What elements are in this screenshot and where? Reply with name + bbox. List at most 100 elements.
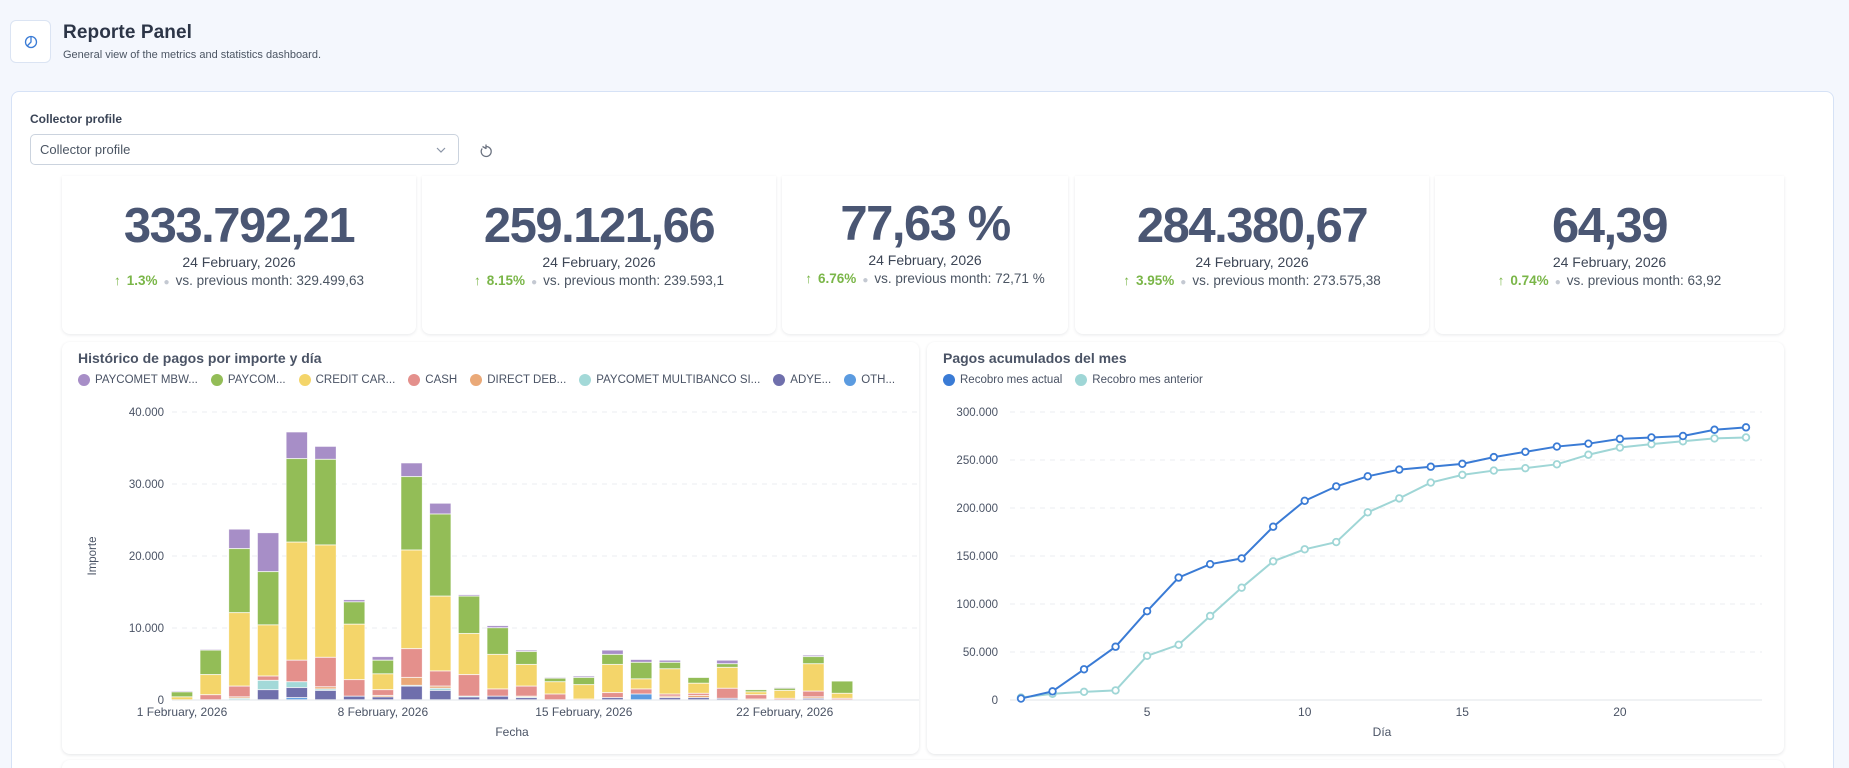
bar-segment <box>716 667 739 689</box>
legend-item[interactable]: Recobro mes actual <box>943 374 1062 386</box>
kpi-date: 24 February, 2026 <box>542 254 656 270</box>
legend-item[interactable]: PAYCOM... <box>210 374 286 386</box>
y-tick-label: 40.000 <box>129 407 164 419</box>
y-tick-label: 300.000 <box>956 407 998 419</box>
kpi-comparison: vs. previous month: 72,71 % <box>874 271 1045 286</box>
bar-segment <box>314 686 337 690</box>
x-tick-label: 22 February, 2026 <box>736 705 833 719</box>
series-line <box>1020 436 1747 699</box>
data-point <box>1111 686 1120 695</box>
bar-segment <box>400 462 423 477</box>
refresh-icon[interactable] <box>477 142 495 160</box>
bar-segment <box>171 691 193 697</box>
bar-segment <box>400 685 423 687</box>
separator-dot: ● <box>163 277 170 288</box>
bar-segment <box>802 696 825 699</box>
arrow-up-icon: ↑ <box>1123 273 1131 288</box>
bar-segment <box>515 696 538 698</box>
legend-item[interactable]: CREDIT CAR... <box>298 374 395 386</box>
bar-segment <box>314 459 337 545</box>
stacked-bar-chart: 0 10.000 20.000 30.000 40.000 Importe 1 Februa… <box>87 407 919 739</box>
bar-segment <box>601 650 624 655</box>
legend-label: PAYCOM... <box>227 374 286 386</box>
bar-segment <box>486 688 509 697</box>
bar-segment <box>257 675 279 681</box>
bar-segment <box>314 690 337 700</box>
legend-item[interactable]: ADYE... <box>773 374 831 386</box>
bar-segment <box>372 656 394 661</box>
y-tick-label: 0 <box>158 695 164 707</box>
cumulative-payments-chart-card: Pagos acumulados del mes Recobro mes act… <box>927 342 1784 754</box>
bar-segment <box>228 686 251 697</box>
data-point <box>1647 433 1656 442</box>
bar-segment <box>659 696 681 698</box>
bar-segment <box>228 529 251 549</box>
y-tick-label: 30.000 <box>129 479 164 491</box>
bar-segment <box>458 633 480 675</box>
data-point <box>1142 651 1152 661</box>
legend-item[interactable]: PAYCOMET MULTIBANCO SI... <box>579 374 760 386</box>
legend-item[interactable]: DIRECT DEB... <box>470 374 566 386</box>
bar-segment <box>659 697 681 700</box>
kpi-change: 3.95% <box>1136 273 1175 288</box>
kpi-card: 333.792,21 24 February, 2026 ↑ 1.3% ● vs. p… <box>62 176 416 334</box>
legend-label: CASH <box>425 374 458 386</box>
bar-segment <box>372 689 394 696</box>
arrow-up-icon: ↑ <box>805 271 813 286</box>
bar-segment <box>257 532 279 572</box>
data-point <box>1584 450 1593 459</box>
bar-segment <box>400 648 423 678</box>
data-point <box>1521 463 1530 473</box>
bar-segment <box>630 659 653 663</box>
data-point <box>1079 687 1089 697</box>
bar-segment <box>286 458 308 543</box>
data-point <box>1615 443 1625 452</box>
legend-item[interactable]: CASH <box>408 374 457 386</box>
data-point <box>1142 607 1152 616</box>
legend-item[interactable]: Recobro mes anterior <box>1075 374 1203 386</box>
x-tick-label: 20 <box>1613 705 1627 719</box>
bar-segment <box>687 693 710 696</box>
bar-segment <box>630 662 653 679</box>
header-icon-box <box>10 20 51 63</box>
bar-segment <box>400 677 423 686</box>
collector-profile-select[interactable]: Collector profile <box>30 134 459 165</box>
bar-segment <box>314 688 337 691</box>
bar-segment <box>458 696 480 698</box>
y-tick-label: 50.000 <box>963 647 998 659</box>
bar-segment <box>343 624 366 680</box>
legend-swatch <box>78 374 90 386</box>
bar-segment <box>458 596 480 634</box>
bar-segment <box>802 691 825 697</box>
bar-segment <box>601 692 624 698</box>
bar-segment <box>515 650 538 652</box>
legend-item[interactable]: OTH... <box>844 374 895 386</box>
bar-segment <box>544 677 566 679</box>
bar-segment <box>745 698 767 701</box>
data-point <box>1458 459 1467 469</box>
bar-segment <box>630 678 653 689</box>
y-tick-label: 20.000 <box>129 551 164 563</box>
kpi-card: 284.380,67 24 February, 2026 ↑ 3.95% ● vs. … <box>1075 176 1429 334</box>
bar-segment <box>486 696 509 700</box>
y-tick-label: 250.000 <box>956 455 998 467</box>
data-point <box>1363 472 1372 481</box>
data-point <box>1363 508 1372 517</box>
data-point <box>1426 462 1435 471</box>
bar-segment <box>515 651 538 665</box>
bar-segment <box>802 655 825 657</box>
legend-label: DIRECT DEB... <box>487 374 567 386</box>
bar-segment <box>687 677 710 684</box>
data-point <box>1237 554 1246 563</box>
legend-swatch <box>844 374 857 386</box>
bar-segment <box>716 663 739 668</box>
legend-item[interactable]: PAYCOMET MBW... <box>78 374 198 386</box>
bar-segment <box>802 656 825 664</box>
data-point <box>1552 460 1562 469</box>
bar-segment <box>659 660 681 663</box>
x-tick-label: 8 February, 2026 <box>338 705 429 719</box>
bar-segment <box>286 431 308 459</box>
bar-segment <box>429 670 452 687</box>
bar-segment <box>429 513 452 597</box>
page-subtitle: General view of the metrics and statisti… <box>63 49 322 61</box>
